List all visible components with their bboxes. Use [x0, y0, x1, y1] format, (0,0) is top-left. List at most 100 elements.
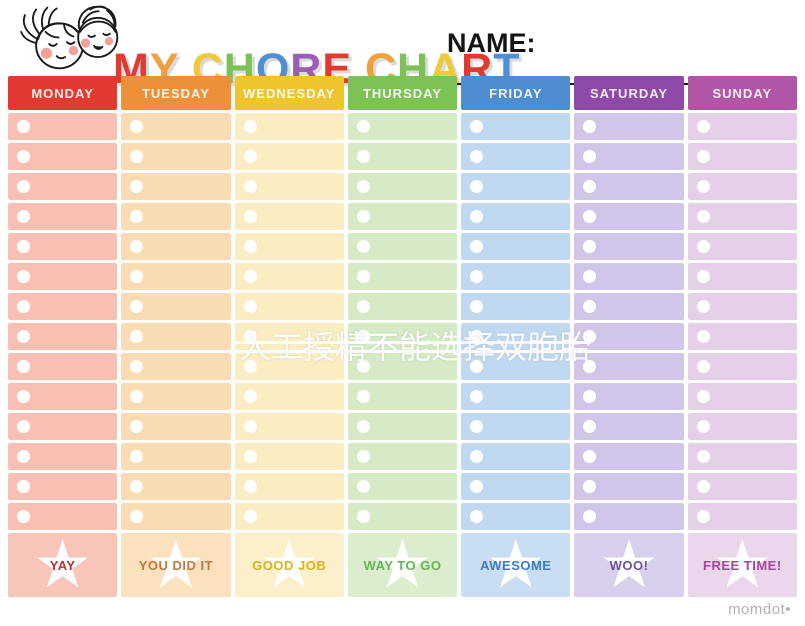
checkbox-circle[interactable]: [696, 300, 710, 313]
checkbox-circle[interactable]: [17, 330, 30, 343]
checkbox-circle[interactable]: [130, 420, 144, 433]
chore-cell[interactable]: [347, 353, 458, 380]
checkbox-circle[interactable]: [243, 330, 257, 343]
checkbox-circle[interactable]: [17, 480, 30, 493]
chore-cell[interactable]: [234, 143, 344, 170]
chore-cell[interactable]: [461, 203, 571, 230]
chore-cell[interactable]: [8, 263, 118, 290]
checkbox-circle[interactable]: [356, 330, 370, 343]
checkbox-circle[interactable]: [470, 480, 484, 493]
chore-cell[interactable]: [121, 263, 231, 290]
checkbox-circle[interactable]: [356, 120, 370, 133]
chore-cell[interactable]: [121, 473, 231, 500]
checkbox-circle[interactable]: [17, 270, 30, 283]
checkbox-circle[interactable]: [243, 270, 257, 283]
checkbox-circle[interactable]: [356, 390, 370, 403]
chore-cell[interactable]: [8, 473, 118, 500]
chore-cell[interactable]: [574, 113, 684, 140]
chore-cell[interactable]: [8, 413, 118, 440]
checkbox-circle[interactable]: [130, 480, 144, 493]
chore-cell[interactable]: [461, 443, 571, 470]
checkbox-circle[interactable]: [356, 450, 370, 463]
chore-cell[interactable]: [121, 143, 231, 170]
checkbox-circle[interactable]: [17, 210, 30, 223]
chore-cell[interactable]: [121, 413, 231, 440]
checkbox-circle[interactable]: [17, 420, 30, 433]
checkbox-circle[interactable]: [583, 420, 597, 433]
checkbox-circle[interactable]: [470, 510, 484, 523]
chore-cell[interactable]: [687, 353, 797, 380]
checkbox-circle[interactable]: [17, 120, 30, 133]
checkbox-circle[interactable]: [696, 240, 710, 253]
chore-cell[interactable]: [574, 473, 684, 500]
checkbox-circle[interactable]: [130, 360, 144, 373]
checkbox-circle[interactable]: [356, 510, 370, 523]
chore-cell[interactable]: [347, 503, 458, 530]
chore-cell[interactable]: [234, 113, 344, 140]
chore-cell[interactable]: [687, 293, 797, 320]
checkbox-circle[interactable]: [583, 480, 597, 493]
chore-cell[interactable]: [8, 443, 118, 470]
chore-cell[interactable]: [574, 413, 684, 440]
chore-cell[interactable]: [121, 233, 231, 260]
chore-cell[interactable]: [347, 143, 458, 170]
checkbox-circle[interactable]: [356, 360, 370, 373]
chore-cell[interactable]: [121, 323, 231, 350]
chore-cell[interactable]: [121, 113, 231, 140]
checkbox-circle[interactable]: [583, 210, 597, 223]
checkbox-circle[interactable]: [243, 120, 257, 133]
checkbox-circle[interactable]: [470, 300, 484, 313]
chore-cell[interactable]: [234, 173, 344, 200]
chore-cell[interactable]: [687, 113, 797, 140]
checkbox-circle[interactable]: [696, 480, 710, 493]
checkbox-circle[interactable]: [470, 120, 484, 133]
checkbox-circle[interactable]: [696, 510, 710, 523]
checkbox-circle[interactable]: [583, 180, 597, 193]
chore-cell[interactable]: [234, 353, 344, 380]
chore-cell[interactable]: [461, 293, 571, 320]
chore-cell[interactable]: [461, 143, 571, 170]
chore-cell[interactable]: [687, 323, 797, 350]
chore-cell[interactable]: [574, 233, 684, 260]
checkbox-circle[interactable]: [696, 360, 710, 373]
chore-cell[interactable]: [574, 383, 684, 410]
chore-cell[interactable]: [687, 473, 797, 500]
checkbox-circle[interactable]: [356, 240, 370, 253]
chore-cell[interactable]: [8, 353, 118, 380]
chore-cell[interactable]: [8, 233, 118, 260]
chore-cell[interactable]: [8, 293, 118, 320]
checkbox-circle[interactable]: [130, 390, 144, 403]
chore-cell[interactable]: [347, 233, 458, 260]
chore-cell[interactable]: [461, 323, 571, 350]
chore-cell[interactable]: [687, 383, 797, 410]
checkbox-circle[interactable]: [356, 210, 370, 223]
chore-cell[interactable]: [574, 353, 684, 380]
chore-cell[interactable]: [121, 503, 231, 530]
checkbox-circle[interactable]: [583, 390, 597, 403]
checkbox-circle[interactable]: [470, 360, 484, 373]
checkbox-circle[interactable]: [356, 420, 370, 433]
chore-cell[interactable]: [8, 113, 118, 140]
checkbox-circle[interactable]: [470, 420, 484, 433]
chore-cell[interactable]: [347, 413, 458, 440]
chore-cell[interactable]: [461, 503, 571, 530]
checkbox-circle[interactable]: [243, 480, 257, 493]
checkbox-circle[interactable]: [470, 180, 484, 193]
chore-cell[interactable]: [574, 263, 684, 290]
checkbox-circle[interactable]: [17, 180, 30, 193]
chore-cell[interactable]: [347, 383, 458, 410]
chore-cell[interactable]: [461, 383, 571, 410]
checkbox-circle[interactable]: [243, 240, 257, 253]
checkbox-circle[interactable]: [17, 150, 30, 163]
checkbox-circle[interactable]: [696, 390, 710, 403]
chore-cell[interactable]: [461, 233, 571, 260]
checkbox-circle[interactable]: [243, 180, 257, 193]
checkbox-circle[interactable]: [243, 360, 257, 373]
chore-cell[interactable]: [121, 443, 231, 470]
chore-cell[interactable]: [8, 143, 118, 170]
checkbox-circle[interactable]: [356, 480, 370, 493]
chore-cell[interactable]: [574, 143, 684, 170]
checkbox-circle[interactable]: [583, 270, 597, 283]
checkbox-circle[interactable]: [243, 450, 257, 463]
checkbox-circle[interactable]: [470, 210, 484, 223]
